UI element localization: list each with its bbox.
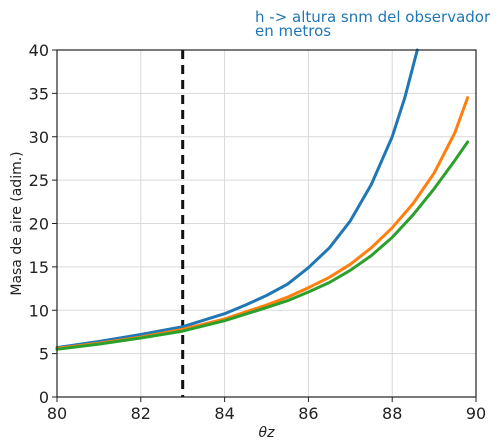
x-tick-label: 82 [131,404,151,423]
annotation-line-1: h -> altura snm del observador [255,8,491,26]
tick-labels: 80 82 84 86 88 90 0 5 10 15 20 25 30 35 40 [29,41,487,423]
grid [56,49,477,398]
x-tick-label: 80 [47,404,67,423]
x-tick-label: 88 [382,404,402,423]
annotation-line-2: en metros [255,22,332,40]
x-axis-label: θz [259,425,276,441]
y-tick-label: 20 [29,215,49,234]
series-line-3 [55,140,470,351]
y-tick-label: 40 [29,41,49,60]
y-axis-label: Masa de aire (adim.) [9,151,25,295]
y-tick-label: 25 [29,171,49,190]
x-tick-label: 86 [298,404,318,423]
y-tick-label: 30 [29,128,49,147]
y-tick-label: 0 [39,388,49,407]
series-layer [55,48,470,351]
y-tick-label: 35 [29,84,49,103]
series-line-1 [55,48,419,350]
y-tick-label: 15 [29,258,49,277]
y-tick-label: 5 [39,345,49,364]
y-tick-label: 10 [29,301,49,320]
x-tick-label: 84 [214,404,234,423]
x-tick-label: 90 [466,404,486,423]
plot-frame [56,49,477,398]
